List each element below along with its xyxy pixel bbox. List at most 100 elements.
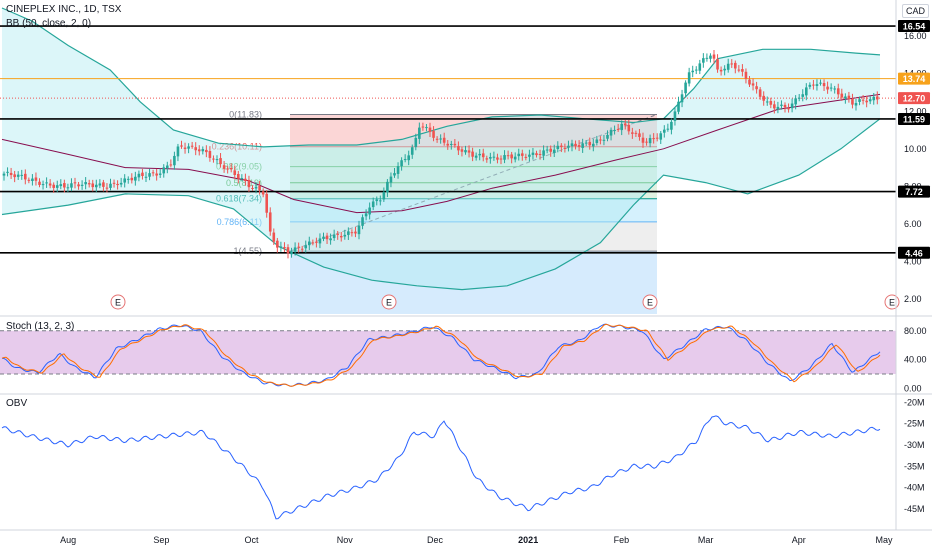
candle-body	[222, 165, 226, 169]
candle-body	[819, 82, 822, 84]
candle-body	[521, 153, 524, 156]
candle-body	[418, 127, 421, 139]
earnings-marker-icon[interactable]	[381, 294, 397, 310]
candle-body	[219, 158, 222, 165]
stoch-tick-label: 40.00	[904, 355, 927, 365]
candle-body	[364, 213, 368, 217]
candle-body	[318, 238, 322, 244]
candle-body	[130, 177, 134, 181]
candle-body	[787, 108, 790, 110]
fib-level-label: 0.5(8.19)	[226, 178, 262, 188]
candle-body	[670, 121, 673, 130]
candle-body	[421, 126, 425, 128]
candle-body	[201, 149, 205, 152]
candle-body	[485, 158, 489, 160]
candle-body	[407, 155, 410, 161]
fib-level-label: 0.618(7.34)	[216, 194, 262, 204]
candle-body	[581, 143, 584, 148]
time-tick-label: Apr	[792, 535, 806, 545]
candle-body	[148, 173, 151, 177]
obv-legend[interactable]: OBV	[6, 398, 28, 409]
candle-body	[229, 167, 233, 170]
candle-body	[375, 199, 379, 202]
candle-body	[73, 182, 77, 184]
stoch-legend[interactable]: Stoch (13, 2, 3)	[6, 321, 75, 332]
candle-body	[481, 153, 485, 158]
candle-body	[510, 154, 513, 159]
candle-body	[190, 145, 194, 147]
candle-body	[829, 87, 833, 89]
level-badge-bg	[898, 246, 930, 259]
fib-level-label: 0(11.83)	[229, 109, 262, 119]
earnings-marker-icon[interactable]	[642, 294, 658, 310]
candle-body	[9, 172, 13, 176]
candle-body	[808, 84, 812, 87]
candle-body	[59, 184, 63, 187]
candle-body	[197, 149, 201, 152]
time-tick-label: Dec	[427, 535, 444, 545]
candle-body	[531, 152, 535, 155]
candle-body	[648, 138, 652, 144]
fib-zone-2	[290, 166, 657, 183]
candle-body	[34, 177, 38, 181]
candle-body	[361, 217, 364, 226]
candle-body	[41, 184, 45, 186]
candle-body	[31, 178, 34, 182]
candle-body	[329, 238, 332, 241]
bb-upper-line	[1, 7, 881, 148]
obv-pane	[1, 415, 881, 520]
candle-body	[535, 153, 538, 156]
candle-body	[666, 128, 670, 130]
candle-body	[542, 150, 545, 156]
candle-body	[592, 143, 595, 147]
level-badge-bg	[898, 72, 930, 85]
candle-body	[794, 98, 797, 105]
candle-body	[865, 100, 868, 103]
candle-body	[77, 184, 80, 187]
candle-body	[137, 173, 141, 178]
symbol-legend[interactable]: CINEPLEX INC., 1D, TSX	[6, 4, 122, 15]
candle-body	[379, 200, 382, 202]
currency-label[interactable]: CAD	[902, 4, 930, 18]
candle-body	[450, 143, 453, 145]
candle-body	[769, 101, 773, 105]
candle-body	[712, 54, 716, 59]
candle-body	[826, 86, 829, 90]
candle-body	[403, 159, 407, 161]
candle-body	[620, 123, 623, 131]
price-tick-label: 12.00	[904, 106, 927, 116]
fibonacci-retracement[interactable]: 0(11.83) 0.236(10.11) 0.382(9.05) 0.5(8.19)…	[212, 109, 658, 314]
candle-body	[538, 153, 542, 155]
candle-body	[560, 145, 563, 147]
candle-body	[158, 173, 162, 175]
candle-body	[496, 157, 499, 160]
candle-body	[173, 155, 176, 166]
bollinger-bands	[1, 7, 881, 291]
candle-body	[265, 193, 268, 213]
candle-body	[428, 127, 432, 132]
candle-body	[726, 63, 730, 70]
candle-body	[457, 146, 460, 151]
candle-body	[442, 137, 446, 143]
candle-body	[638, 133, 641, 137]
candle-body	[478, 153, 481, 156]
candle-body	[446, 143, 450, 146]
candle-body	[45, 182, 48, 184]
earnings-marker-label: E	[115, 298, 121, 308]
bb-legend[interactable]: BB (50, close, 2, 0)	[6, 18, 92, 29]
candle-body	[293, 247, 297, 252]
candle-body	[308, 241, 311, 246]
candle-body	[95, 184, 98, 188]
candle-body	[673, 111, 677, 121]
candle-body	[112, 182, 116, 184]
candle-body	[105, 187, 109, 189]
level-badge: 7.72	[905, 187, 923, 197]
candle-body	[503, 155, 506, 160]
candle-body	[687, 72, 691, 84]
bb-fill	[2, 8, 880, 290]
candle-body	[499, 158, 503, 160]
earnings-marker-icon[interactable]	[110, 294, 126, 310]
candle-body	[400, 160, 403, 167]
